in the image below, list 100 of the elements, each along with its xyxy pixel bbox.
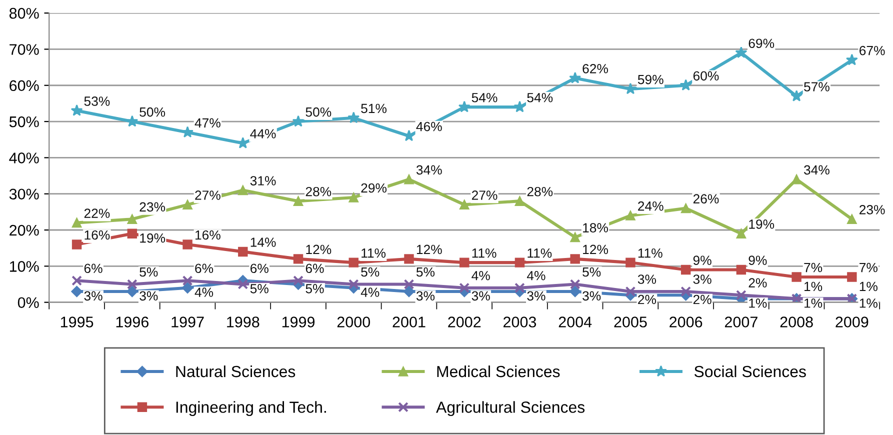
x-tick-label: 1997: [172, 316, 204, 328]
data-label: 31%: [250, 176, 276, 186]
point: [238, 185, 248, 196]
data-label: 6%: [306, 264, 324, 274]
data-label: 1%: [749, 298, 767, 308]
point: [292, 115, 304, 127]
point: [625, 286, 636, 297]
point: [626, 258, 636, 268]
x-tick-label: 1998: [227, 316, 260, 328]
data-label: 2%: [638, 294, 656, 304]
point: [792, 174, 802, 184]
data-label: 4%: [472, 271, 490, 280]
data-label: 6%: [84, 264, 102, 274]
point: [460, 200, 470, 210]
point: [403, 286, 415, 298]
point: [348, 192, 358, 202]
point: [736, 290, 746, 300]
data-label: 6%: [250, 264, 268, 274]
data-label: 26%: [693, 194, 719, 204]
data-label: 5%: [582, 267, 601, 277]
data-label: 59%: [638, 74, 664, 84]
data-label: 9%: [693, 256, 712, 265]
data-label: 34%: [416, 165, 442, 175]
point: [514, 196, 525, 206]
x-tick-label: 2001: [392, 316, 426, 328]
point: [182, 240, 192, 250]
point: [404, 254, 414, 264]
y-tick-label: 60%: [10, 80, 39, 92]
point: [514, 282, 525, 294]
point: [126, 115, 138, 127]
data-label: 3%: [84, 291, 102, 301]
point: [514, 100, 526, 112]
y-tick-label: 30%: [9, 188, 39, 200]
data-label: 1%: [804, 298, 822, 308]
point: [626, 210, 636, 220]
y-tick-label: 40%: [9, 152, 39, 164]
data-label: 3%: [638, 274, 656, 284]
point: [236, 136, 249, 148]
x-tick-label: 2003: [504, 316, 536, 328]
data-label: 11%: [472, 248, 496, 258]
point: [127, 228, 138, 238]
point: [182, 275, 193, 286]
point: [293, 196, 304, 206]
data-label: 4%: [526, 271, 546, 280]
point: [126, 286, 138, 298]
legend-label: Medical Sciences: [437, 365, 560, 378]
point: [348, 112, 360, 124]
legend-label: Natural Sciences: [176, 365, 296, 378]
data-label: 23%: [860, 205, 885, 214]
data-label: 4%: [194, 288, 214, 297]
data-label: 29%: [361, 183, 387, 193]
x-tick-label: 2007: [724, 316, 758, 328]
point: [238, 246, 248, 257]
point: [404, 174, 414, 184]
point: [127, 214, 138, 224]
data-label: 5%: [416, 267, 435, 277]
point: [736, 264, 746, 275]
x-tick-label: 2005: [614, 316, 647, 328]
x-tick-label: 2000: [337, 316, 370, 328]
data-label: 19%: [140, 233, 166, 243]
data-label: 22%: [84, 208, 110, 218]
data-label: 1%: [860, 298, 878, 308]
legend-label: Agricultural Sciences: [436, 401, 585, 416]
data-label: 5%: [306, 284, 324, 294]
point: [72, 240, 82, 250]
data-label: 60%: [693, 71, 719, 81]
data-label: 11%: [362, 248, 386, 258]
data-label: 24%: [638, 201, 664, 211]
data-label: 3%: [416, 291, 435, 301]
data-label: 62%: [582, 64, 608, 74]
point: [792, 272, 802, 282]
point: [126, 279, 138, 290]
point: [460, 258, 470, 268]
x-tick-label: 1999: [282, 316, 315, 328]
point: [736, 228, 746, 238]
y-tick-label: 0%: [18, 297, 39, 308]
x-tick-label: 2006: [670, 316, 702, 328]
point: [348, 279, 359, 290]
point: [570, 279, 580, 290]
point: [569, 286, 581, 298]
data-label: 16%: [84, 230, 110, 240]
point: [846, 54, 858, 66]
data-label: 4%: [360, 288, 380, 297]
y-tick-label: 20%: [10, 224, 39, 236]
point: [680, 286, 692, 297]
data-label: 44%: [250, 129, 276, 138]
data-label: 3%: [693, 274, 712, 284]
data-label: 14%: [250, 238, 276, 247]
point: [458, 100, 470, 112]
data-label: 12%: [306, 244, 332, 254]
data-label: 5%: [361, 267, 380, 277]
x-tick-label: 2008: [780, 316, 813, 328]
data-label: 5%: [250, 284, 268, 294]
point: [293, 254, 304, 264]
point: [570, 232, 580, 242]
point: [569, 72, 582, 84]
data-label: 1%: [804, 282, 822, 292]
data-label: 19%: [749, 219, 774, 229]
data-label: 27%: [472, 190, 498, 200]
data-label: 7%: [860, 262, 878, 272]
